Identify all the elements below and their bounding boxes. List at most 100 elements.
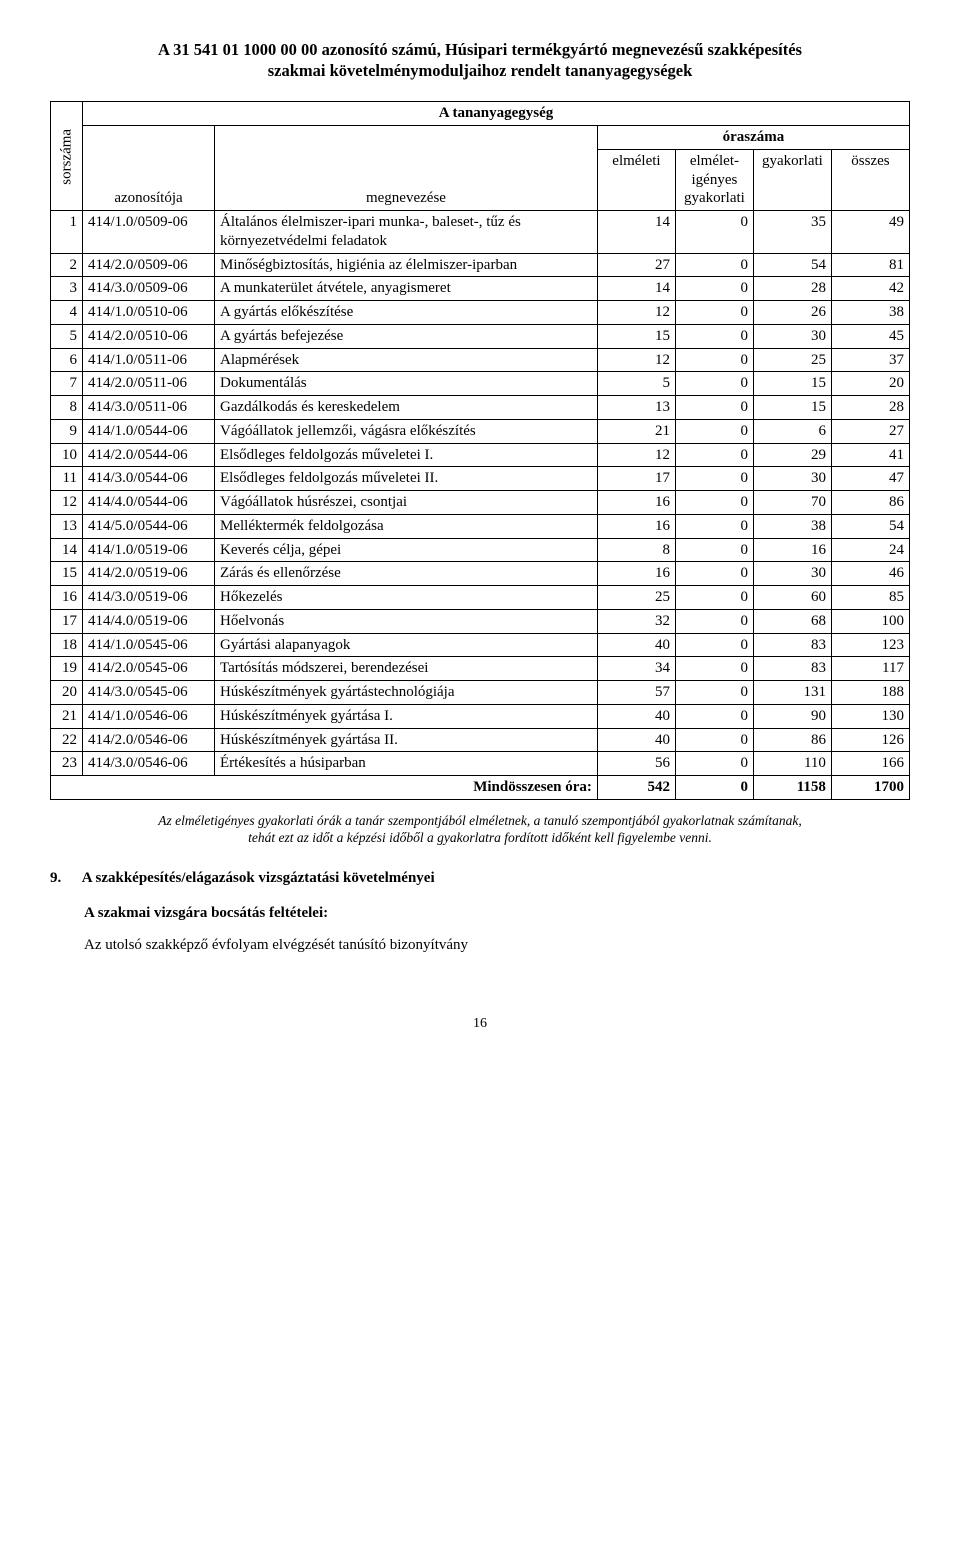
table-row: 8414/3.0/0511-06Gazdálkodás és kereskede…	[51, 396, 910, 420]
cell-elmeleti: 57	[597, 681, 675, 705]
table-row: 4414/1.0/0510-06A gyártás előkészítése12…	[51, 301, 910, 325]
curriculum-table: sorszáma A tananyagegység azonosítója me…	[50, 101, 910, 800]
cell-gyakorlati: 83	[753, 633, 831, 657]
cell-osszes: 46	[831, 562, 909, 586]
cell-megnevezes: Húskészítmények gyártása II.	[215, 728, 598, 752]
cell-sorszam: 11	[51, 467, 83, 491]
cell-osszes: 47	[831, 467, 909, 491]
cell-megnevezes: Húskészítmények gyártása I.	[215, 704, 598, 728]
cell-gyakorlati: 25	[753, 348, 831, 372]
sum-label: Mindösszesen óra:	[51, 776, 598, 800]
cell-elmeleti: 12	[597, 443, 675, 467]
cell-elmeleti: 16	[597, 514, 675, 538]
cell-elmeleti: 34	[597, 657, 675, 681]
cell-azonosito: 414/1.0/0544-06	[83, 419, 215, 443]
title-line-2: szakmai követelménymoduljaihoz rendelt t…	[268, 61, 693, 80]
cell-megnevezes: Hőkezelés	[215, 586, 598, 610]
cell-sorszam: 17	[51, 609, 83, 633]
page-number: 16	[50, 1015, 910, 1033]
cell-elmeletigenyes: 0	[675, 704, 753, 728]
cell-elmeletigenyes: 0	[675, 586, 753, 610]
section-9-number: 9.	[50, 869, 78, 888]
cell-megnevezes: A gyártás befejezése	[215, 324, 598, 348]
cell-osszes: 37	[831, 348, 909, 372]
cell-elmeleti: 16	[597, 562, 675, 586]
cell-elmeleti: 27	[597, 253, 675, 277]
cell-megnevezes: Gazdálkodás és kereskedelem	[215, 396, 598, 420]
cell-azonosito: 414/3.0/0544-06	[83, 467, 215, 491]
cell-elmeletigenyes: 0	[675, 348, 753, 372]
sum-osszes: 1700	[831, 776, 909, 800]
table-row: 15414/2.0/0519-06Zárás és ellenőrzése160…	[51, 562, 910, 586]
table-header: sorszáma A tananyagegység azonosítója me…	[51, 102, 910, 211]
cell-azonosito: 414/3.0/0519-06	[83, 586, 215, 610]
cell-osszes: 81	[831, 253, 909, 277]
cell-elmeletigenyes: 0	[675, 538, 753, 562]
table-row: 12414/4.0/0544-06Vágóállatok húsrészei, …	[51, 491, 910, 515]
footnote: Az elméletigényes gyakorlati órák a taná…	[50, 812, 910, 847]
cell-elmeletigenyes: 0	[675, 491, 753, 515]
table-row: 18414/1.0/0545-06Gyártási alapanyagok400…	[51, 633, 910, 657]
cell-osszes: 42	[831, 277, 909, 301]
sum-elmeletigenyes: 0	[675, 776, 753, 800]
cell-azonosito: 414/1.0/0545-06	[83, 633, 215, 657]
cell-azonosito: 414/5.0/0544-06	[83, 514, 215, 538]
cell-gyakorlati: 131	[753, 681, 831, 705]
cell-osszes: 126	[831, 728, 909, 752]
cell-azonosito: 414/2.0/0546-06	[83, 728, 215, 752]
cell-megnevezes: Elsődleges feldolgozás műveletei II.	[215, 467, 598, 491]
cell-elmeletigenyes: 0	[675, 752, 753, 776]
cell-megnevezes: Hőelvonás	[215, 609, 598, 633]
table-row: 1414/1.0/0509-06Általános élelmiszer-ipa…	[51, 211, 910, 254]
cell-sorszam: 23	[51, 752, 83, 776]
cell-megnevezes: Húskészítmények gyártástechnológiája	[215, 681, 598, 705]
cell-elmeleti: 32	[597, 609, 675, 633]
cell-elmeletigenyes: 0	[675, 277, 753, 301]
cell-osszes: 130	[831, 704, 909, 728]
cell-gyakorlati: 38	[753, 514, 831, 538]
cell-azonosito: 414/1.0/0511-06	[83, 348, 215, 372]
cell-osszes: 188	[831, 681, 909, 705]
cell-elmeletigenyes: 0	[675, 633, 753, 657]
cell-gyakorlati: 30	[753, 467, 831, 491]
cell-azonosito: 414/4.0/0519-06	[83, 609, 215, 633]
section-9-text: Az utolsó szakképző évfolyam elvégzését …	[84, 936, 910, 955]
table-row: 20414/3.0/0545-06Húskészítmények gyártás…	[51, 681, 910, 705]
cell-sorszam: 5	[51, 324, 83, 348]
cell-elmeleti: 12	[597, 348, 675, 372]
hdr-sorszama: sorszáma	[51, 102, 83, 211]
cell-elmeletigenyes: 0	[675, 372, 753, 396]
cell-megnevezes: Vágóállatok húsrészei, csontjai	[215, 491, 598, 515]
cell-megnevezes: Értékesítés a húsiparban	[215, 752, 598, 776]
cell-elmeletigenyes: 0	[675, 301, 753, 325]
cell-elmeleti: 17	[597, 467, 675, 491]
cell-elmeletigenyes: 0	[675, 609, 753, 633]
cell-sorszam: 22	[51, 728, 83, 752]
cell-gyakorlati: 35	[753, 211, 831, 254]
table-row: 23414/3.0/0546-06Értékesítés a húsiparba…	[51, 752, 910, 776]
cell-sorszam: 10	[51, 443, 83, 467]
table-row: 9414/1.0/0544-06Vágóállatok jellemzői, v…	[51, 419, 910, 443]
cell-sorszam: 21	[51, 704, 83, 728]
cell-elmeletigenyes: 0	[675, 443, 753, 467]
cell-osszes: 28	[831, 396, 909, 420]
cell-megnevezes: Alapmérések	[215, 348, 598, 372]
cell-osszes: 117	[831, 657, 909, 681]
cell-elmeletigenyes: 0	[675, 211, 753, 254]
cell-sorszam: 9	[51, 419, 83, 443]
cell-azonosito: 414/2.0/0510-06	[83, 324, 215, 348]
hdr-osszes: összes	[831, 149, 909, 210]
cell-azonosito: 414/3.0/0546-06	[83, 752, 215, 776]
hdr-azonositoja: azonosítója	[83, 126, 215, 211]
table-body: 1414/1.0/0509-06Általános élelmiszer-ipa…	[51, 211, 910, 800]
cell-elmeleti: 40	[597, 633, 675, 657]
cell-megnevezes: Keverés célja, gépei	[215, 538, 598, 562]
table-row: 7414/2.0/0511-06Dokumentálás501520	[51, 372, 910, 396]
cell-osszes: 85	[831, 586, 909, 610]
cell-sorszam: 7	[51, 372, 83, 396]
cell-elmeleti: 15	[597, 324, 675, 348]
cell-gyakorlati: 54	[753, 253, 831, 277]
cell-gyakorlati: 16	[753, 538, 831, 562]
table-row: 2414/2.0/0509-06Minőségbiztosítás, higié…	[51, 253, 910, 277]
cell-megnevezes: Gyártási alapanyagok	[215, 633, 598, 657]
